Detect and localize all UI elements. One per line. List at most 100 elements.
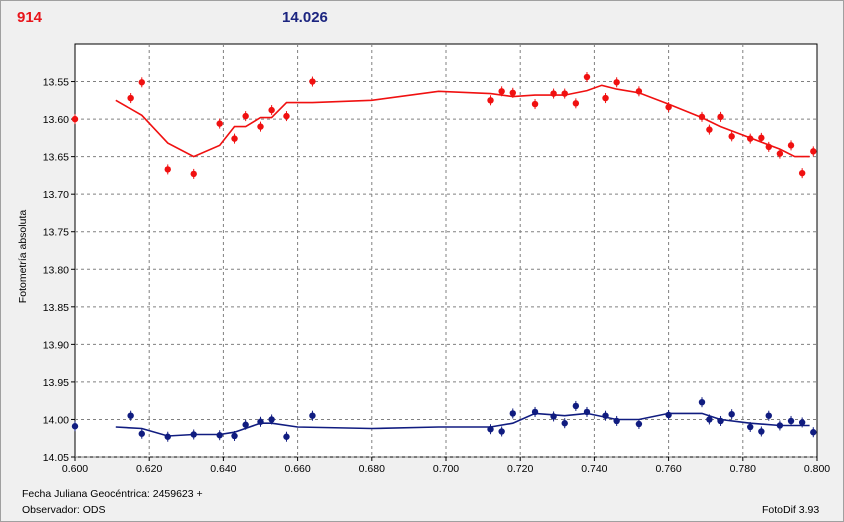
data-point-red — [787, 140, 795, 151]
point-marker — [635, 88, 643, 95]
point-marker — [550, 413, 557, 420]
data-point-blue — [758, 426, 765, 437]
series-layer — [71, 72, 817, 442]
y-tick-label: 14.00 — [43, 414, 69, 426]
data-point-blue — [765, 410, 772, 421]
point-marker — [787, 142, 795, 149]
y-tick-label: 13.75 — [43, 227, 69, 239]
data-point-red — [550, 88, 557, 99]
point-marker — [71, 115, 79, 123]
point-marker — [787, 417, 795, 425]
data-point-red — [728, 131, 735, 142]
data-point-red — [190, 168, 197, 179]
point-marker — [613, 417, 620, 425]
y-tick-label: 13.95 — [43, 377, 69, 389]
y-tick-label: 13.80 — [43, 264, 69, 276]
data-point-red — [231, 133, 238, 144]
footer-julian-date: Fecha Juliana Geocéntrica: 2459623 + — [22, 488, 203, 500]
data-point-red — [698, 111, 706, 122]
point-marker — [765, 143, 772, 151]
point-marker — [776, 150, 784, 157]
data-point-blue — [583, 406, 591, 417]
data-point-red — [242, 111, 249, 122]
x-tick-label: 0.660 — [284, 463, 310, 475]
data-point-red — [257, 121, 264, 132]
data-point-blue — [635, 418, 643, 429]
point-marker — [572, 100, 580, 107]
data-point-blue — [531, 406, 539, 417]
data-point-blue — [798, 417, 806, 428]
y-tick-label: 13.90 — [43, 339, 69, 351]
point-marker — [550, 90, 557, 97]
point-marker — [572, 402, 580, 410]
data-point-blue — [665, 409, 672, 420]
data-point-blue — [706, 414, 713, 425]
data-point-blue — [309, 410, 316, 421]
data-point-red — [268, 105, 275, 116]
point-marker — [164, 166, 171, 173]
data-point-red — [747, 133, 754, 144]
point-marker — [71, 423, 79, 430]
point-marker — [698, 398, 706, 406]
point-marker — [665, 411, 672, 419]
footer-software: FotoDif 3.93 — [762, 504, 820, 516]
x-tick-label: 0.800 — [804, 463, 830, 475]
data-point-blue — [747, 421, 754, 432]
data-point-red — [717, 111, 724, 122]
x-tick-label: 0.700 — [433, 463, 459, 475]
data-point-blue — [127, 410, 134, 421]
point-marker — [706, 416, 713, 423]
y-axis-ticks: 13.55 13.60 13.65 13.70 13.75 13.80 13.85 13.90… — [43, 77, 75, 464]
data-point-blue — [71, 421, 79, 432]
point-marker — [190, 431, 197, 438]
x-tick-label: 0.740 — [581, 463, 607, 475]
data-point-blue — [242, 419, 249, 430]
x-tick-label: 0.720 — [507, 463, 533, 475]
point-marker — [698, 113, 706, 121]
point-marker — [583, 73, 591, 81]
data-point-red — [583, 72, 591, 83]
point-marker — [758, 428, 765, 435]
data-point-blue — [257, 416, 264, 427]
grid-lines — [75, 44, 817, 458]
header-center-value: 14.026 — [282, 9, 328, 26]
data-point-blue — [561, 418, 568, 429]
point-marker — [747, 423, 754, 431]
data-point-red — [487, 95, 494, 106]
data-point-blue — [776, 420, 784, 431]
point-marker — [561, 420, 568, 427]
point-marker — [531, 408, 539, 416]
data-point-red — [706, 124, 713, 135]
point-marker — [283, 112, 290, 120]
data-point-red — [561, 88, 568, 99]
point-marker — [216, 432, 223, 439]
point-marker — [127, 412, 134, 419]
data-point-blue — [602, 410, 609, 421]
point-marker — [728, 133, 735, 140]
point-marker — [798, 419, 806, 426]
data-point-blue — [231, 430, 238, 441]
point-marker — [138, 79, 145, 86]
x-tick-label: 0.640 — [210, 463, 236, 475]
data-point-red — [602, 93, 609, 104]
point-marker — [776, 422, 784, 429]
point-marker — [561, 90, 568, 97]
data-point-blue — [138, 428, 145, 439]
data-point-blue — [216, 430, 223, 441]
data-point-red — [509, 87, 516, 98]
x-tick-label: 0.680 — [359, 463, 385, 475]
y-tick-label: 13.65 — [43, 152, 69, 164]
data-point-red — [531, 99, 539, 110]
data-point-red — [283, 111, 290, 122]
point-marker — [509, 410, 516, 417]
point-marker — [706, 126, 713, 133]
point-marker — [268, 106, 275, 114]
data-point-blue — [498, 426, 505, 437]
x-tick-label: 0.600 — [62, 463, 88, 475]
point-marker — [798, 169, 806, 177]
x-tick-label: 0.780 — [730, 463, 756, 475]
data-point-blue — [717, 415, 724, 426]
point-marker — [509, 89, 516, 97]
fit-line-blue — [115, 412, 810, 437]
